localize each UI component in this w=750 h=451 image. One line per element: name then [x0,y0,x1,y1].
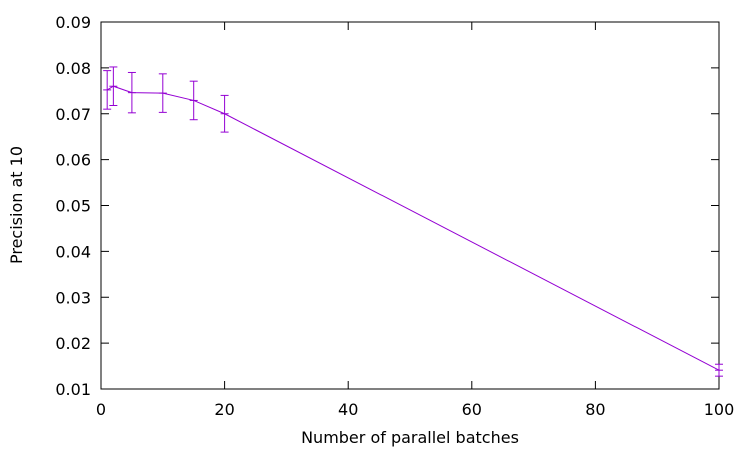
y-tick-label: 0.03 [55,288,91,307]
x-tick-label: 40 [338,400,358,419]
y-tick-label: 0.09 [55,13,91,32]
x-tick-label: 60 [462,400,482,419]
x-tick-label: 100 [704,400,735,419]
x-tick-label: 0 [96,400,106,419]
y-tick-label: 0.04 [55,242,91,261]
y-tick-label: 0.07 [55,105,91,124]
y-tick-label: 0.01 [55,380,91,399]
x-tick-label: 20 [214,400,234,419]
series-line [106,85,720,371]
y-tick-label: 0.06 [55,151,91,170]
series-layer [103,66,723,377]
y-tick-label: 0.02 [55,334,91,353]
y-axis-label: Precision at 10 [7,146,26,264]
x-tick-label: 80 [585,400,605,419]
y-tick-label: 0.05 [55,197,91,216]
x-axis-label: Number of parallel batches [301,428,519,447]
x-axis-ticks: 0 20 40 60 80 100 [96,22,734,419]
y-tick-label: 0.08 [55,59,91,78]
y-axis-ticks: 0.01 0.02 0.03 0.04 0.05 0.06 0.07 0.08 0.09 [55,13,719,399]
plot-frame [100,21,720,390]
